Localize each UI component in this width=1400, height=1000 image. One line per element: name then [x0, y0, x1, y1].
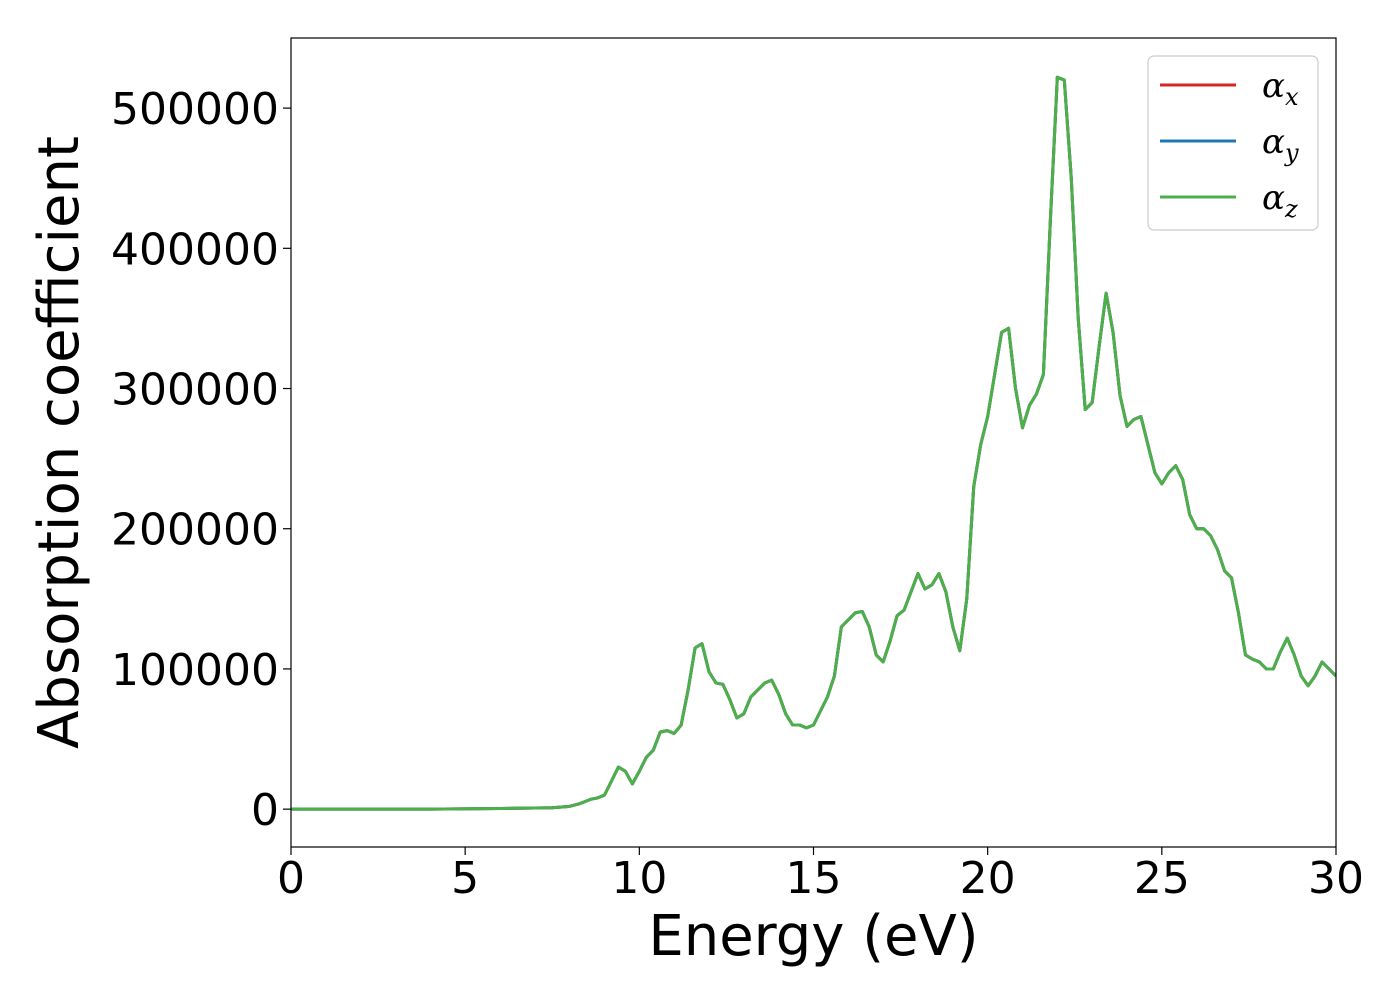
- x-tick-label: 5: [451, 853, 479, 904]
- series-line-z: [291, 75, 1336, 811]
- legend-label-x: αx: [1262, 66, 1299, 111]
- legend-label-z: αz: [1262, 178, 1298, 223]
- y-tick-label: 100000: [111, 645, 279, 696]
- y-tick-label: 300000: [111, 365, 279, 416]
- x-tick-label: 0: [277, 853, 305, 904]
- x-axis-ticks: 0 5 10 15 20 25 30: [277, 847, 1364, 904]
- legend: αx αy αz: [1147, 55, 1319, 231]
- x-axis-title: Energy (eV): [648, 904, 978, 969]
- y-tick-label: 0: [251, 785, 279, 836]
- x-tick-label: 15: [786, 853, 842, 904]
- x-tick-label: 30: [1308, 853, 1364, 904]
- y-axis-ticks: 0 100000 200000 300000 400000 500000: [111, 84, 291, 836]
- y-tick-label: 200000: [111, 505, 279, 556]
- legend-box: [1147, 55, 1319, 231]
- y-tick-label: 400000: [111, 224, 279, 275]
- y-tick-label: 500000: [111, 84, 279, 135]
- x-tick-label: 20: [960, 853, 1016, 904]
- legend-label-y: αy: [1262, 122, 1299, 167]
- y-axis-title: Absorption coefficient: [27, 136, 92, 749]
- x-tick-label: 10: [611, 853, 667, 904]
- series-layer: [291, 75, 1336, 811]
- x-tick-label: 25: [1134, 853, 1190, 904]
